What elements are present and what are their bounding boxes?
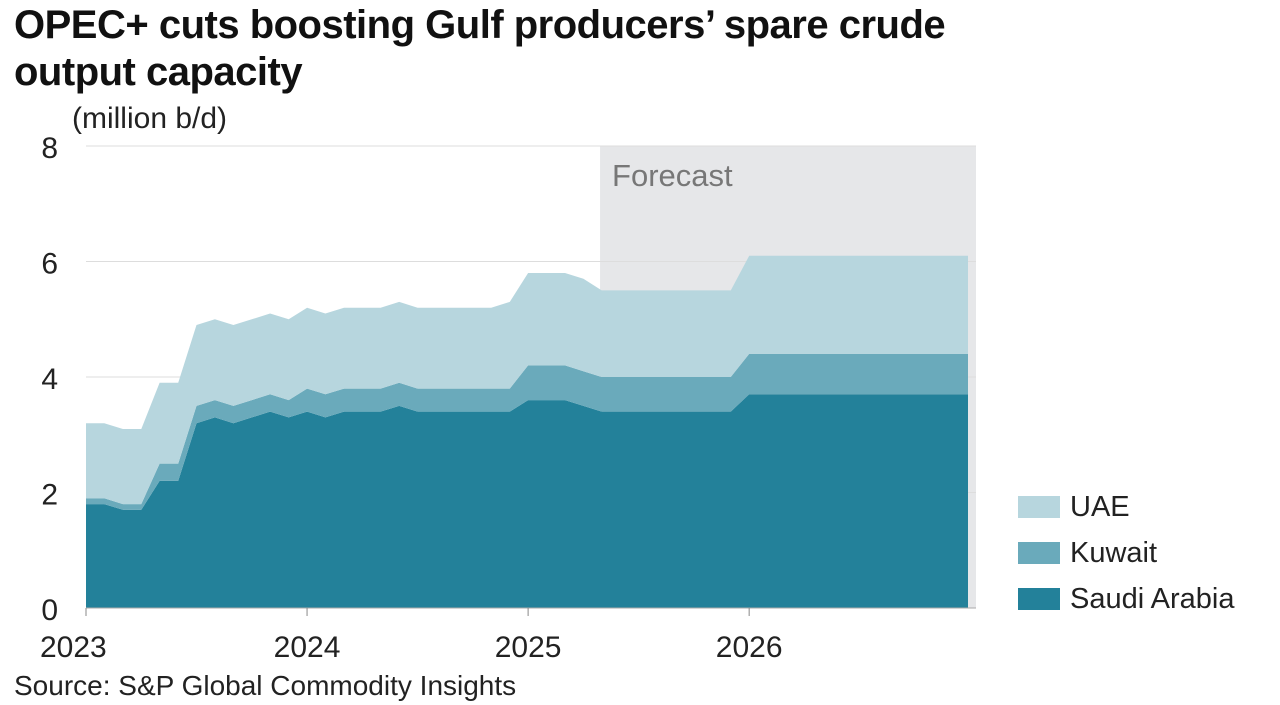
area-uae [86, 255, 968, 505]
forecast-label: Forecast [612, 158, 733, 193]
legend-label-uae: UAE [1070, 490, 1130, 523]
legend-item-uae: UAE [1018, 484, 1234, 530]
stacked-areas [86, 255, 968, 608]
area-saudi-arabia [86, 394, 968, 608]
area-kuwait [86, 353, 968, 510]
y-tick-label-0: 0 [41, 594, 58, 627]
legend-swatch-saudi-arabia [1018, 588, 1060, 610]
x-tick-label-2025: 2025 [495, 631, 562, 664]
y-tick-label-4: 4 [41, 363, 58, 396]
y-axis-unit-label: (million b/d) [72, 102, 228, 135]
legend-label-kuwait: Kuwait [1070, 536, 1158, 569]
chart-title: OPEC+ cuts boosting Gulf producers’ spar… [14, 3, 946, 94]
y-tick-label-2: 2 [41, 479, 58, 512]
legend-swatch-uae [1018, 496, 1060, 518]
y-axis: 0 2 4 6 8 [41, 132, 58, 627]
legend-label-saudi-arabia: Saudi Arabia [1070, 582, 1235, 615]
legend-swatch-kuwait [1018, 542, 1060, 564]
x-tick-label-2024: 2024 [274, 631, 341, 664]
x-axis: 2023 2024 2025 2026 [40, 607, 976, 664]
legend: UAE Kuwait Saudi Arabia [1018, 484, 1234, 622]
y-tick-label-8: 8 [41, 132, 58, 165]
x-tick-label-2023: 2023 [40, 631, 107, 664]
y-tick-label-6: 6 [41, 248, 58, 281]
legend-item-kuwait: Kuwait [1018, 530, 1234, 576]
legend-item-saudi-arabia: Saudi Arabia [1018, 576, 1234, 622]
source-note: Source: S&P Global Commodity Insights [14, 670, 517, 701]
x-tick-label-2026: 2026 [716, 631, 783, 664]
